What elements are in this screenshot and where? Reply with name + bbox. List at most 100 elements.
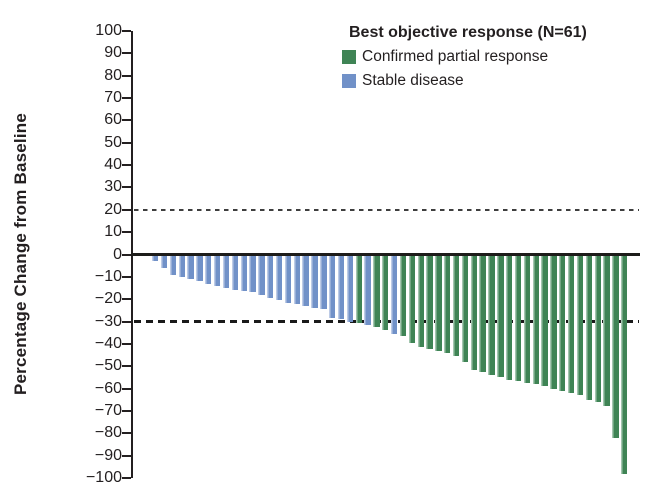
waterfall-bar <box>435 254 442 351</box>
y-axis-tick <box>122 141 131 144</box>
y-tick-label: 70 <box>104 89 122 107</box>
y-tick-label: 0 <box>113 245 122 263</box>
waterfall-bar <box>444 254 451 353</box>
waterfall-bar <box>470 254 477 370</box>
y-axis-tick <box>122 320 131 323</box>
waterfall-bar <box>302 254 309 306</box>
y-axis-tick <box>122 30 131 32</box>
waterfall-bar <box>461 254 469 362</box>
y-axis-tick <box>122 164 131 167</box>
waterfall-bar <box>178 254 185 277</box>
waterfall-bar <box>196 254 203 282</box>
waterfall-bar <box>506 254 513 380</box>
waterfall-bar <box>488 254 495 376</box>
y-tick-label: 10 <box>104 223 122 241</box>
waterfall-bar <box>364 254 371 325</box>
waterfall-bar <box>382 254 389 331</box>
y-axis-tick <box>122 454 131 457</box>
y-axis-tick <box>122 409 131 412</box>
y-tick-label: 40 <box>104 156 122 174</box>
reference-line-20 <box>134 208 639 211</box>
waterfall-bar <box>408 254 416 343</box>
waterfall-bar <box>240 254 247 292</box>
y-tick-label: 60 <box>104 111 122 129</box>
waterfall-bar <box>267 254 274 299</box>
waterfall-bar <box>523 254 531 383</box>
y-tick-label: 20 <box>104 200 122 218</box>
waterfall-bar <box>152 254 159 262</box>
waterfall-bar <box>213 254 221 286</box>
y-axis-tick <box>122 298 131 301</box>
waterfall-bar <box>497 254 504 378</box>
waterfall-bar <box>337 254 345 320</box>
waterfall-bar <box>559 254 566 391</box>
waterfall-bar <box>532 254 539 385</box>
waterfall-bar <box>603 254 610 407</box>
y-tick-label: −50 <box>94 357 122 375</box>
legend-label-pr: Confirmed partial response <box>362 48 549 65</box>
y-axis-tick <box>122 387 131 390</box>
waterfall-bar <box>567 254 575 394</box>
waterfall-bar <box>514 254 522 381</box>
y-tick-label: −80 <box>94 424 122 442</box>
y-tick-label: −10 <box>94 267 122 285</box>
y-tick-label: 80 <box>104 66 122 84</box>
waterfall-bar <box>452 254 460 357</box>
waterfall-bar <box>479 254 486 372</box>
waterfall-bar <box>293 254 300 304</box>
waterfall-bar <box>205 254 212 284</box>
y-axis-tick <box>122 477 131 479</box>
waterfall-bar <box>258 254 265 295</box>
waterfall-bar <box>311 254 318 309</box>
waterfall-bar <box>249 254 256 293</box>
y-axis-tick <box>122 231 131 234</box>
waterfall-bar <box>222 254 230 289</box>
y-axis-tick <box>122 432 131 435</box>
y-axis-tick <box>122 253 131 256</box>
waterfall-bar <box>621 254 628 474</box>
waterfall-bar <box>187 254 194 280</box>
y-tick-label: −40 <box>94 334 122 352</box>
waterfall-bar <box>169 254 177 275</box>
y-axis-tick <box>122 52 131 55</box>
waterfall-bar <box>320 254 327 310</box>
y-axis-tick <box>122 275 131 278</box>
y-axis-tick <box>122 97 131 100</box>
waterfall-bar <box>417 254 424 348</box>
legend-label-sd: Stable disease <box>362 72 464 89</box>
plot-area <box>122 30 640 479</box>
legend-title: Best objective response (N=61) <box>349 24 587 41</box>
waterfall-bar <box>160 254 168 268</box>
waterfall-bar <box>550 254 557 389</box>
waterfall-bar <box>426 254 433 350</box>
y-tick-label: −100 <box>85 469 122 486</box>
y-tick-label: −30 <box>94 312 122 330</box>
legend-item-stable-disease: Stable disease <box>342 72 587 90</box>
waterfall-bar <box>399 254 407 337</box>
y-tick-label: 50 <box>104 133 122 151</box>
y-axis-tick <box>122 119 131 122</box>
waterfall-bar <box>541 254 548 387</box>
waterfall-bar <box>576 254 584 396</box>
waterfall-bar <box>231 254 239 291</box>
waterfall-bar <box>346 254 354 322</box>
y-axis-label: Percentage Change from Baseline <box>11 112 30 396</box>
y-tick-label: −60 <box>94 379 122 397</box>
y-axis-tick <box>122 208 131 211</box>
legend-swatch-sd <box>342 74 356 88</box>
waterfall-bar <box>284 254 292 303</box>
waterfall-bar <box>329 254 336 319</box>
waterfall-bar <box>612 254 619 438</box>
waterfall-bar <box>373 254 380 328</box>
y-axis-tick <box>122 342 131 345</box>
y-tick-label: 100 <box>95 22 122 39</box>
y-tick-label: 30 <box>104 178 122 196</box>
waterfall-bar <box>594 254 601 402</box>
legend-swatch-pr <box>342 50 356 64</box>
waterfall-bar <box>275 254 283 301</box>
waterfall-bar <box>355 254 362 323</box>
waterfall-bar <box>585 254 593 400</box>
y-tick-label: −90 <box>94 446 122 464</box>
zero-baseline <box>131 253 640 256</box>
